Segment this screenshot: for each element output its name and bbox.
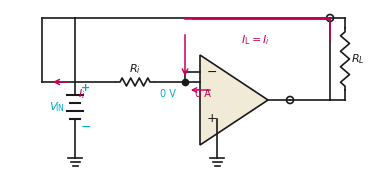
- Text: 0 V: 0 V: [160, 89, 176, 99]
- Text: $V_{\!\rm IN}$: $V_{\!\rm IN}$: [49, 100, 65, 114]
- Text: +: +: [81, 83, 90, 93]
- Text: 0 A: 0 A: [195, 89, 211, 99]
- Text: $R_i$: $R_i$: [129, 62, 141, 76]
- Text: +: +: [207, 112, 217, 125]
- Text: −: −: [81, 120, 91, 134]
- Polygon shape: [200, 55, 268, 145]
- Text: −: −: [207, 66, 217, 79]
- Text: $I_i$: $I_i$: [78, 87, 86, 101]
- Text: $R_L$: $R_L$: [351, 52, 365, 66]
- Text: $I_{\rm L} = I_i$: $I_{\rm L} = I_i$: [241, 33, 270, 47]
